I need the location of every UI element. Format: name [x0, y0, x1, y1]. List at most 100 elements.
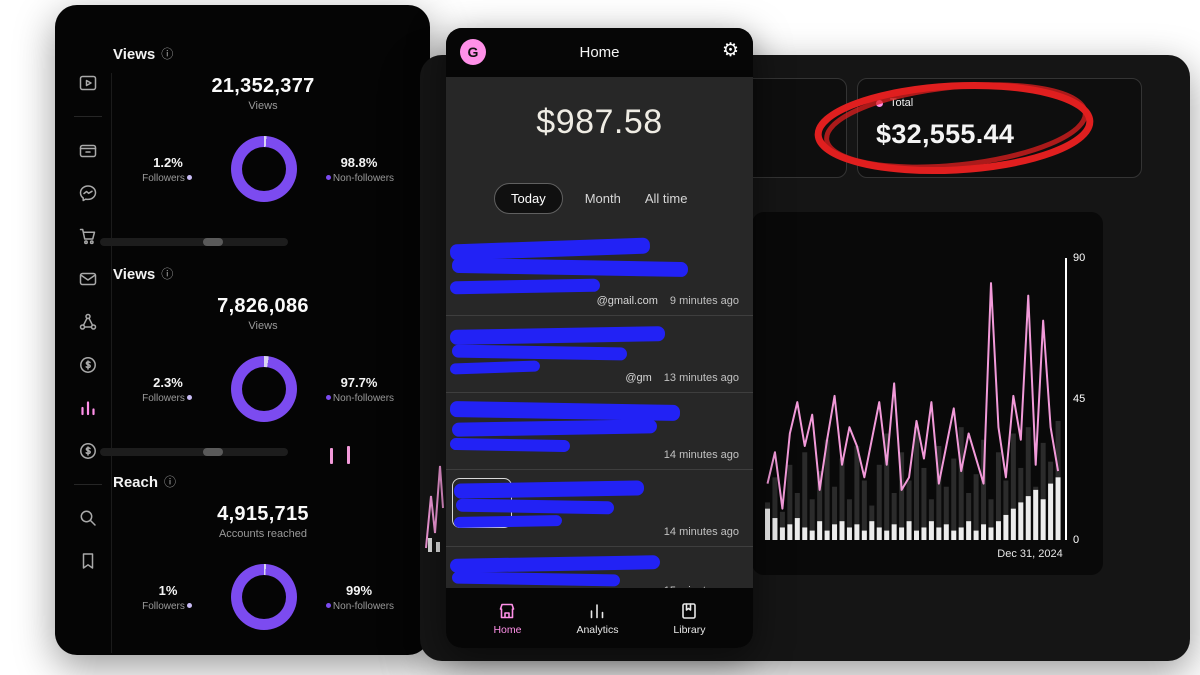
info-icon[interactable]: ⓘ: [161, 267, 174, 281]
activity-feed: @gmail.com 9 minutes ago @gm 13 minutes ag…: [446, 225, 753, 588]
tab-all-time[interactable]: All time: [644, 191, 688, 206]
timestamp: 13 minutes ago: [663, 372, 739, 384]
section-title: Views: [113, 265, 156, 283]
nonfollowers-label: Non-followers: [332, 600, 395, 612]
scrollbar-thumb[interactable]: [203, 238, 223, 246]
email-fragment: @gm: [625, 372, 652, 384]
tab-today[interactable]: Today: [494, 183, 563, 214]
redaction-scribble: [451, 571, 621, 587]
redaction-scribble: [449, 326, 666, 345]
settings-gear-icon[interactable]: ⚙: [721, 40, 739, 61]
nav-item-home[interactable]: Home: [493, 601, 521, 636]
timestamp: 14 minutes ago: [663, 449, 739, 461]
redaction-scribble: [455, 498, 615, 515]
network-icon[interactable]: [78, 312, 98, 332]
search-icon[interactable]: [78, 508, 98, 528]
redaction-scribble: [451, 419, 658, 437]
redaction-scribble: [449, 360, 541, 375]
chart-edge-sliver: [425, 465, 444, 552]
redaction-scribble: [449, 400, 681, 422]
y-tick-90: 90: [1073, 252, 1086, 264]
followers-pct: 1.2%: [153, 154, 183, 170]
time-range-tabs: Today Month All time: [494, 183, 689, 214]
feed-item[interactable]: @gm 13 minutes ago: [446, 315, 753, 392]
nav-item-analytics[interactable]: Analytics: [576, 601, 618, 636]
nonfollowers-split: 99% Non-followers: [305, 583, 413, 612]
info-icon[interactable]: ⓘ: [164, 475, 177, 489]
feed-item[interactable]: 15 minutes ago: [446, 546, 753, 588]
reach-section: Reach ⓘ 4,915,715 Accounts reached 1% Fo…: [113, 473, 413, 630]
scrollbar-thumb[interactable]: [203, 448, 223, 456]
followers-split: 1.2% Followers: [113, 155, 223, 184]
feed-item[interactable]: 14 minutes ago: [446, 469, 753, 546]
mail-icon[interactable]: [78, 269, 98, 289]
library-book-icon: [682, 602, 697, 619]
views-section-1: Views ⓘ 21,352,377 Views 1.2% Followers …: [113, 45, 413, 202]
total-stat-card: Total $32,555.44: [857, 78, 1142, 178]
timestamp: 15 minutes ago: [664, 585, 739, 588]
scrollbar[interactable]: [100, 238, 288, 246]
metric-value: 7,826,086: [217, 295, 309, 317]
followers-dot: [186, 603, 192, 609]
bottom-navigation: Home Analytics Library: [446, 588, 753, 648]
nonfollowers-dot: [325, 175, 331, 181]
nonfollowers-dot: [325, 603, 331, 609]
tab-month[interactable]: Month: [584, 191, 621, 206]
feed-item[interactable]: @gmail.com 9 minutes ago: [446, 225, 753, 315]
followers-pct: 1%: [158, 582, 178, 598]
home-store-icon: [500, 603, 515, 618]
x-axis-date-label: Dec 31, 2024: [997, 548, 1063, 560]
metric-label: Accounts reached: [218, 528, 308, 540]
followers-split: 2.3% Followers: [113, 375, 223, 404]
video-icon[interactable]: [78, 73, 98, 93]
bookmark-icon[interactable]: [78, 551, 98, 571]
nonfollowers-dot: [325, 395, 331, 401]
sidebar-divider: [74, 484, 102, 485]
followers-label: Followers: [142, 172, 185, 184]
revenue-chart-card: 90 45 0 Dec 31, 2024: [752, 212, 1103, 575]
instagram-insights-panel: Views ⓘ 21,352,377 Views 1.2% Followers …: [55, 5, 430, 655]
total-label: Total: [890, 97, 914, 109]
gumroad-mobile-app: G Home ⚙ $987.58 Today Month All time @g…: [446, 28, 753, 648]
followers-split: 1% Followers: [113, 583, 223, 612]
gumroad-logo-icon[interactable]: G: [460, 39, 486, 65]
analytics-bars-icon: [591, 603, 604, 618]
nonfollowers-split: 98.8% Non-followers: [305, 155, 413, 184]
revenue-bar-line-chart: [765, 282, 1061, 540]
metric-value: 21,352,377: [211, 75, 315, 97]
cart-icon[interactable]: [78, 226, 98, 246]
total-value: $32,555.44: [876, 119, 1015, 149]
nav-item-library[interactable]: Library: [673, 601, 706, 636]
metric-label: Views: [248, 320, 278, 332]
timestamp: 14 minutes ago: [663, 526, 739, 538]
app-body: $987.58 Today Month All time @gmail.com 9…: [446, 77, 753, 588]
balance-amount: $987.58: [536, 103, 663, 141]
scrollbar[interactable]: [100, 448, 288, 456]
timestamp: 9 minutes ago: [669, 295, 739, 307]
nonfollowers-pct: 98.8%: [340, 154, 378, 170]
messenger-icon[interactable]: [78, 183, 98, 203]
nonfollowers-pct: 99%: [345, 582, 373, 598]
metric-label: Views: [248, 100, 278, 112]
y-tick-0: 0: [1073, 534, 1080, 546]
y-tick-45: 45: [1073, 393, 1086, 405]
followers-pct: 2.3%: [153, 374, 183, 390]
followers-dot: [186, 395, 192, 401]
info-icon[interactable]: ⓘ: [161, 47, 174, 61]
followers-donut-chart: [231, 356, 297, 422]
money-icon[interactable]: [78, 355, 98, 375]
feed-item[interactable]: 14 minutes ago: [446, 392, 753, 469]
views-section-2: Views ⓘ 7,826,086 Views 2.3% Followers 9…: [113, 265, 413, 422]
metric-value: 4,915,715: [217, 503, 309, 525]
redaction-scribble: [451, 257, 689, 278]
earnings-icon[interactable]: [78, 441, 98, 461]
redaction-scribble: [453, 515, 563, 528]
nonfollowers-pct: 97.7%: [340, 374, 378, 390]
app-header: G Home ⚙: [446, 28, 753, 77]
nav-label: Analytics: [576, 623, 619, 636]
archive-box-icon[interactable]: [78, 140, 98, 160]
redaction-scribble: [449, 437, 571, 453]
email-fragment: @gmail.com: [596, 295, 658, 307]
insights-icon[interactable]: [78, 398, 98, 418]
